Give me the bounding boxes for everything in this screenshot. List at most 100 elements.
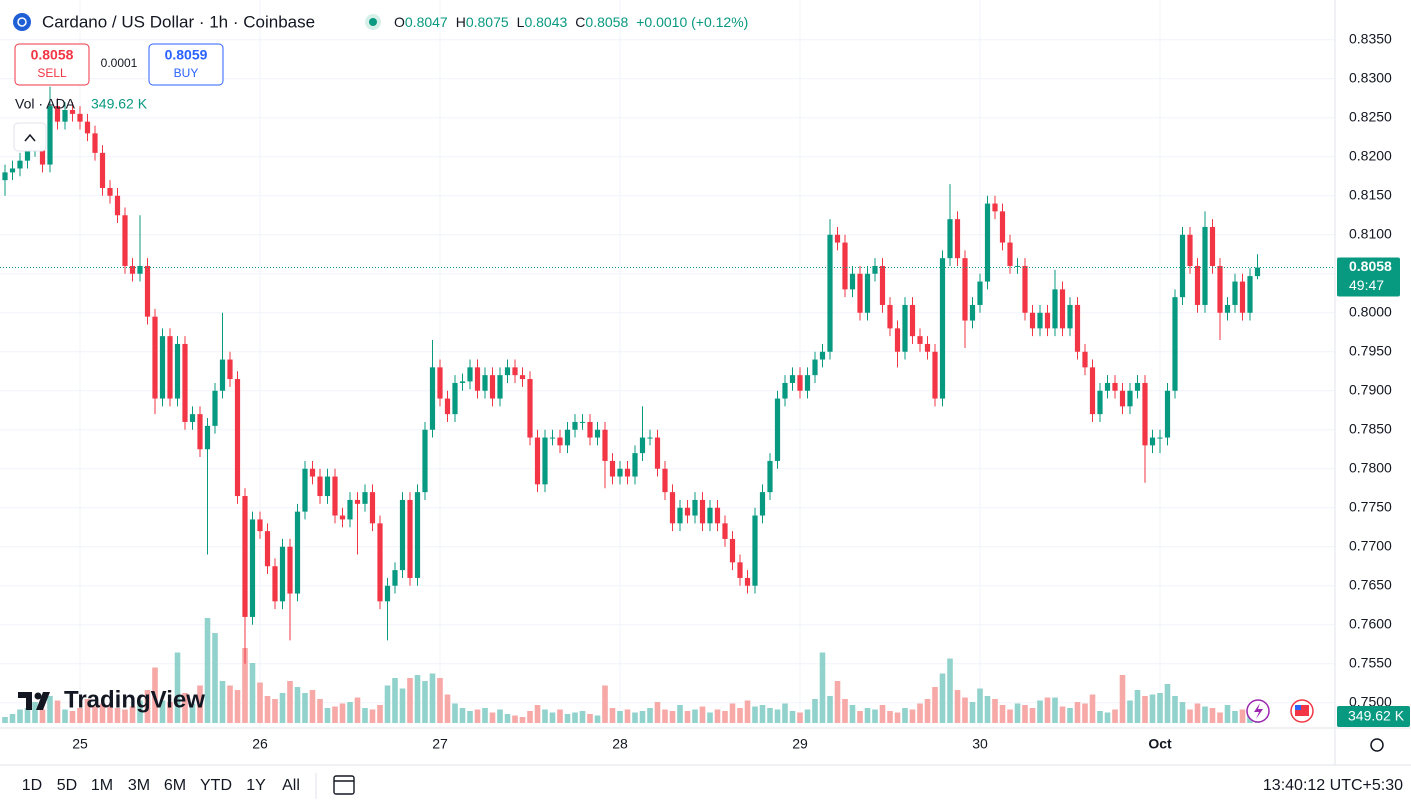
- candle-body: [1142, 382, 1148, 446]
- volume-bar: [1059, 706, 1066, 723]
- candle-body: [324, 476, 331, 497]
- x-tick-label: 25: [72, 736, 88, 752]
- candle-body: [1089, 367, 1096, 415]
- volume-bar: [519, 717, 526, 723]
- spread: 0.0001: [101, 56, 138, 70]
- volume-tag-label: 349.62 K: [1348, 708, 1405, 724]
- buy-button[interactable]: [148, 43, 224, 86]
- volume-bar: [534, 705, 541, 723]
- volume-bar: [1224, 705, 1231, 723]
- volume-bar: [542, 709, 548, 723]
- timeframe-button[interactable]: YTD: [200, 777, 232, 794]
- candle-body: [1149, 437, 1156, 446]
- candle-body: [354, 499, 361, 504]
- volume-bar: [77, 708, 83, 723]
- volume-bar: [917, 703, 923, 723]
- volume-legend: Vol · ADA: [15, 96, 76, 112]
- candle-body: [579, 421, 586, 423]
- candle-body: [152, 316, 158, 399]
- candle-body: [482, 375, 488, 391]
- timeframe-button[interactable]: All: [282, 777, 300, 794]
- volume-bar: [527, 711, 533, 723]
- volume-bar: [392, 678, 398, 723]
- candle-body: [767, 460, 773, 493]
- candle-body: [279, 546, 286, 602]
- candle-body: [84, 121, 91, 134]
- candle-body: [602, 429, 608, 461]
- candle-body: [62, 109, 68, 122]
- volume-bar: [17, 709, 23, 723]
- candle-body: [587, 421, 593, 438]
- volume-bar: [1089, 694, 1096, 723]
- candle-body: [504, 367, 511, 376]
- candle-body: [924, 343, 931, 352]
- timeframe-button[interactable]: 6M: [164, 777, 186, 794]
- buy-price: 0.8059: [165, 47, 208, 63]
- y-tick-label: 0.8150: [1349, 186, 1392, 202]
- candle-body: [647, 437, 653, 439]
- candle-body: [332, 476, 338, 516]
- collapse-button[interactable]: [13, 122, 47, 152]
- candle-body: [677, 507, 683, 524]
- volume-bar: [264, 696, 271, 723]
- candle-body: [317, 476, 323, 497]
- volume-bar: [617, 711, 623, 723]
- timeframe-button[interactable]: 3M: [128, 777, 150, 794]
- y-tick-label: 0.7900: [1349, 381, 1392, 397]
- axes: 0.7500 0.7550 0.7600 0.7650 0.7700 0.7750 0.78…: [72, 30, 1410, 752]
- candle-body: [272, 566, 278, 602]
- volume-bar: [692, 709, 698, 723]
- volume-bar: [999, 705, 1006, 723]
- clock: 13:40:12 UTC+5:30: [1263, 777, 1403, 794]
- volume-bar: [92, 706, 98, 723]
- timeframe-button[interactable]: 1Y: [246, 777, 266, 794]
- volume-bar: [474, 709, 481, 723]
- volume-bar: [279, 693, 286, 723]
- volume-bar: [774, 709, 781, 723]
- ohlc-key: C: [575, 14, 585, 30]
- candle-body: [219, 359, 226, 391]
- volume-bar: [1037, 700, 1043, 723]
- ohlc-legend: O0.8047 H0.8075 L0.8043 C0.8058 +0.0010 (+0.…: [394, 14, 748, 30]
- volume-bar: [234, 690, 241, 723]
- volume-bar: [339, 703, 346, 723]
- candle-body: [107, 187, 113, 196]
- candle-body: [699, 499, 706, 524]
- volume-bar: [864, 708, 871, 723]
- candle-body: [519, 375, 526, 380]
- candle-body: [782, 382, 788, 399]
- volume-bar: [144, 690, 151, 723]
- ohlc-key: H: [456, 14, 466, 30]
- candle-body: [1014, 265, 1021, 267]
- candle-body: [752, 515, 758, 586]
- volume-bar: [482, 708, 488, 723]
- candle-body: [122, 215, 128, 266]
- sell-button[interactable]: [14, 43, 90, 86]
- volume-bar: [594, 715, 601, 723]
- volume-bar: [182, 693, 188, 723]
- candle-body: [452, 382, 458, 415]
- volume-bar: [1007, 709, 1013, 723]
- y-tick-label: 0.7500: [1349, 693, 1392, 709]
- volume-bar: [639, 711, 646, 723]
- timeframe-button[interactable]: 1D: [22, 777, 42, 794]
- volume-bar: [992, 699, 998, 723]
- volume-bar: [557, 709, 563, 723]
- candle-body: [129, 265, 136, 274]
- candle-body: [632, 453, 638, 477]
- volume-bar: [669, 711, 676, 723]
- candle-body: [849, 273, 856, 290]
- volume-bar: [497, 709, 503, 723]
- volume-bar: [632, 712, 638, 723]
- volume-bar: [939, 673, 946, 723]
- buy-label: BUY: [174, 66, 199, 80]
- candle-body: [1247, 276, 1253, 313]
- candle-body: [257, 519, 263, 532]
- timeframe-button[interactable]: 5D: [57, 777, 77, 794]
- timeframe-button[interactable]: 1M: [91, 777, 113, 794]
- date-range-icon[interactable]: [333, 775, 355, 795]
- ohlc-key: L: [517, 14, 525, 30]
- logo-icon: [34, 692, 42, 700]
- settings-icon[interactable]: [1370, 738, 1384, 752]
- candle-body: [954, 219, 961, 259]
